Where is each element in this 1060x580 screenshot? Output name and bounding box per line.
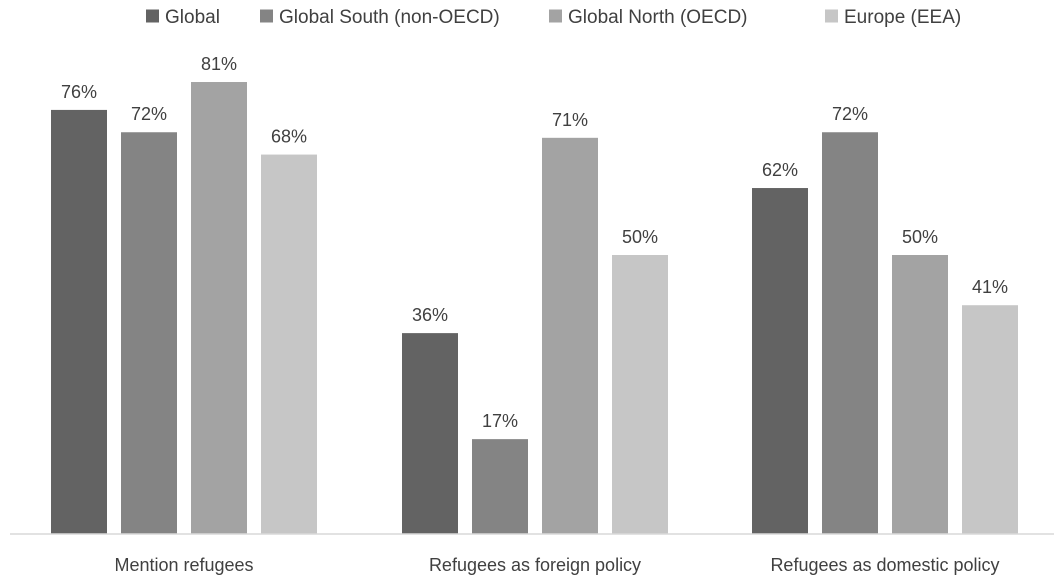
bar-3-2 — [822, 132, 878, 535]
value-labels-group: 76% 72% 81% 68% 36% 17% 71% 50% 62% 72% 50% 41% — [61, 54, 1008, 431]
value-label-2-3: 71% — [552, 110, 588, 130]
bar-3-1 — [752, 188, 808, 535]
legend-swatch-2 — [260, 9, 273, 23]
value-label-3-1: 62% — [762, 160, 798, 180]
value-label-2-2: 17% — [482, 411, 518, 431]
legend-swatch-3 — [549, 9, 562, 23]
value-label-1-1: 76% — [61, 82, 97, 102]
bar-2-2 — [472, 439, 528, 534]
bar-3-4 — [962, 305, 1018, 534]
bar-2-4 — [612, 255, 668, 534]
value-label-1-4: 68% — [271, 127, 307, 147]
legend-swatch-4 — [825, 9, 838, 23]
legend-label-4: Europe (EEA) — [844, 7, 961, 28]
category-labels-group: Mention refugees Refugees as foreign poli… — [114, 555, 999, 575]
legend: Global Global South (non-OECD) Global Nort… — [146, 7, 961, 28]
category-label-1: Mention refugees — [114, 555, 253, 575]
legend-swatch-1 — [146, 9, 159, 23]
bar-3-3 — [892, 255, 948, 534]
legend-label-3: Global North (OECD) — [568, 7, 748, 28]
category-label-3: Refugees as domestic policy — [770, 555, 999, 575]
value-label-3-2: 72% — [832, 104, 868, 124]
value-label-2-1: 36% — [412, 305, 448, 325]
category-label-2: Refugees as foreign policy — [429, 555, 641, 575]
value-label-1-2: 72% — [131, 104, 167, 124]
bar-2-1 — [402, 333, 458, 534]
value-label-2-4: 50% — [622, 227, 658, 247]
legend-label-2: Global South (non-OECD) — [279, 7, 500, 28]
value-label-1-3: 81% — [201, 54, 237, 74]
bars-group — [51, 82, 1018, 535]
bar-2-3 — [542, 137, 598, 534]
legend-label-1: Global — [165, 7, 220, 28]
bar-1-1 — [51, 109, 107, 535]
bar-1-3 — [191, 82, 247, 535]
value-label-3-4: 41% — [972, 277, 1008, 297]
bar-1-2 — [121, 132, 177, 535]
bar-1-4 — [261, 154, 317, 534]
value-label-3-3: 50% — [902, 227, 938, 247]
